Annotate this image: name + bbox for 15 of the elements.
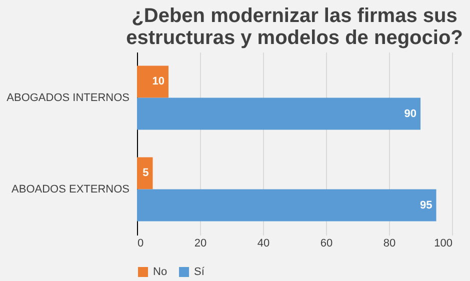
y-tick-label: ABOADOS EXTERNOS — [12, 183, 130, 196]
x-tick-label: 60 — [320, 238, 333, 250]
x-tick-label: 100 — [434, 238, 452, 250]
x-tick-label: 0 — [138, 238, 144, 250]
chart-title: ¿Deben modernizar las firmas sus estructuras y modelos de negocio? — [126, 5, 463, 49]
data-label: 10 — [152, 76, 164, 88]
y-tick-label: ABOGADOS INTERNOS — [6, 92, 130, 104]
legend-label: No — [153, 266, 168, 278]
x-tick-label: 40 — [257, 238, 270, 250]
legend-label: Sí — [194, 266, 206, 278]
data-label: 90 — [404, 108, 416, 120]
data-label: 5 — [142, 167, 149, 180]
data-label: 95 — [420, 199, 432, 212]
x-tick-label: 80 — [383, 238, 396, 250]
x-tick-label: 20 — [194, 238, 207, 250]
